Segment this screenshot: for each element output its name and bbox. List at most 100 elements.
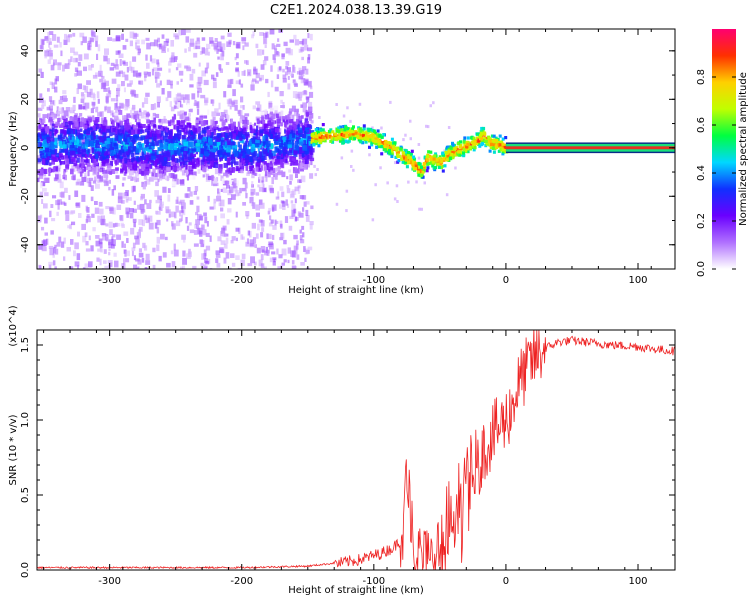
band-cell xyxy=(222,121,225,127)
band-cell xyxy=(254,172,257,176)
noise-cell xyxy=(42,187,47,192)
noise-cell xyxy=(102,167,106,171)
noise-cell xyxy=(396,200,399,203)
ridge-cell xyxy=(418,165,422,169)
noise-cell xyxy=(147,71,151,77)
ridge-cell xyxy=(480,137,484,141)
band-cell xyxy=(171,161,175,165)
noise-cell xyxy=(48,31,54,35)
band-cell xyxy=(66,128,71,135)
ridge-cell xyxy=(459,140,462,144)
noise-cell xyxy=(260,64,265,70)
noise-cell xyxy=(62,64,65,72)
band-cell xyxy=(195,160,198,165)
band-cell xyxy=(79,128,83,132)
spectrogram-x-ticks: -300 -200 -100 0 100 xyxy=(43,29,652,286)
band-cell xyxy=(236,167,242,171)
ridge-cell xyxy=(470,135,474,139)
noise-cell xyxy=(146,62,150,69)
noise-cell xyxy=(189,191,193,197)
noise-cell xyxy=(294,198,297,204)
noise-cell xyxy=(253,68,258,75)
ridge-cell xyxy=(348,133,352,137)
noise-cell xyxy=(294,186,299,192)
noise-cell xyxy=(225,237,229,244)
band-cell xyxy=(157,130,161,135)
band-cell xyxy=(130,143,133,148)
noise-cell xyxy=(238,109,241,117)
noise-cell xyxy=(145,179,151,185)
ridge-cell xyxy=(466,142,470,147)
ridge-cell xyxy=(337,129,341,134)
noise-cell xyxy=(121,33,124,40)
noise-cell xyxy=(126,83,132,87)
band-cell xyxy=(42,117,46,124)
band-cell xyxy=(300,104,304,108)
noise-cell xyxy=(184,48,187,53)
ridge-cell xyxy=(352,125,355,129)
band-cell xyxy=(132,104,136,110)
ridge-cell xyxy=(492,134,496,138)
noise-cell xyxy=(57,63,61,71)
noise-cell xyxy=(153,39,159,47)
noise-cell xyxy=(64,33,68,39)
noise-cell xyxy=(144,115,149,120)
band-cell xyxy=(271,155,275,160)
band-cell xyxy=(133,163,137,167)
band-cell xyxy=(82,142,87,146)
noise-cell xyxy=(86,80,91,85)
band-cell xyxy=(115,177,120,183)
noise-cell xyxy=(275,172,278,178)
noise-cell xyxy=(283,41,288,47)
band-cell xyxy=(282,116,288,120)
band-cell xyxy=(230,118,233,123)
ridge-cell xyxy=(335,129,339,133)
noise-cell xyxy=(195,40,201,45)
snr-x-ticks: -300 -200 -100 0 100 xyxy=(43,330,652,587)
band-cell xyxy=(70,157,76,162)
band-cell xyxy=(256,125,259,131)
noise-cell xyxy=(65,214,70,221)
noise-cell xyxy=(121,241,124,248)
band-cell xyxy=(202,136,207,142)
band-cell xyxy=(238,126,241,131)
ridge-cell xyxy=(387,148,391,153)
band-cell xyxy=(147,130,150,135)
band-cell xyxy=(126,151,130,155)
noise-cell xyxy=(271,43,275,50)
noise-cell xyxy=(264,174,268,178)
noise-cell xyxy=(264,56,269,61)
noise-cell xyxy=(181,202,186,210)
noise-cell xyxy=(233,178,237,184)
noise-cell xyxy=(227,198,232,205)
band-cell xyxy=(195,146,201,152)
band-cell xyxy=(170,173,175,178)
band-cell xyxy=(124,118,130,125)
band-cell xyxy=(247,161,252,165)
noise-cell xyxy=(418,207,421,211)
band-cell xyxy=(85,161,88,165)
band-cell xyxy=(69,121,74,125)
noise-cell xyxy=(345,189,349,193)
band-cell xyxy=(291,133,295,138)
band-cell xyxy=(269,161,273,165)
ridge-cell xyxy=(409,152,413,156)
band-cell xyxy=(283,142,288,148)
noise-cell xyxy=(193,243,199,247)
noise-cell xyxy=(124,74,129,81)
noise-cell xyxy=(171,52,175,58)
band-cell xyxy=(203,120,209,125)
band-cell xyxy=(268,117,273,122)
band-cell xyxy=(182,159,188,165)
ridge-cell xyxy=(383,142,387,146)
noise-cell xyxy=(250,256,255,264)
noise-cell xyxy=(184,168,187,173)
noise-cell xyxy=(217,191,221,199)
band-cell xyxy=(213,155,218,161)
band-cell xyxy=(91,147,95,154)
noise-cell xyxy=(97,215,102,223)
band-cell xyxy=(263,134,269,139)
ridge-cell xyxy=(379,145,383,149)
noise-cell xyxy=(298,212,304,218)
noise-cell xyxy=(154,222,158,229)
